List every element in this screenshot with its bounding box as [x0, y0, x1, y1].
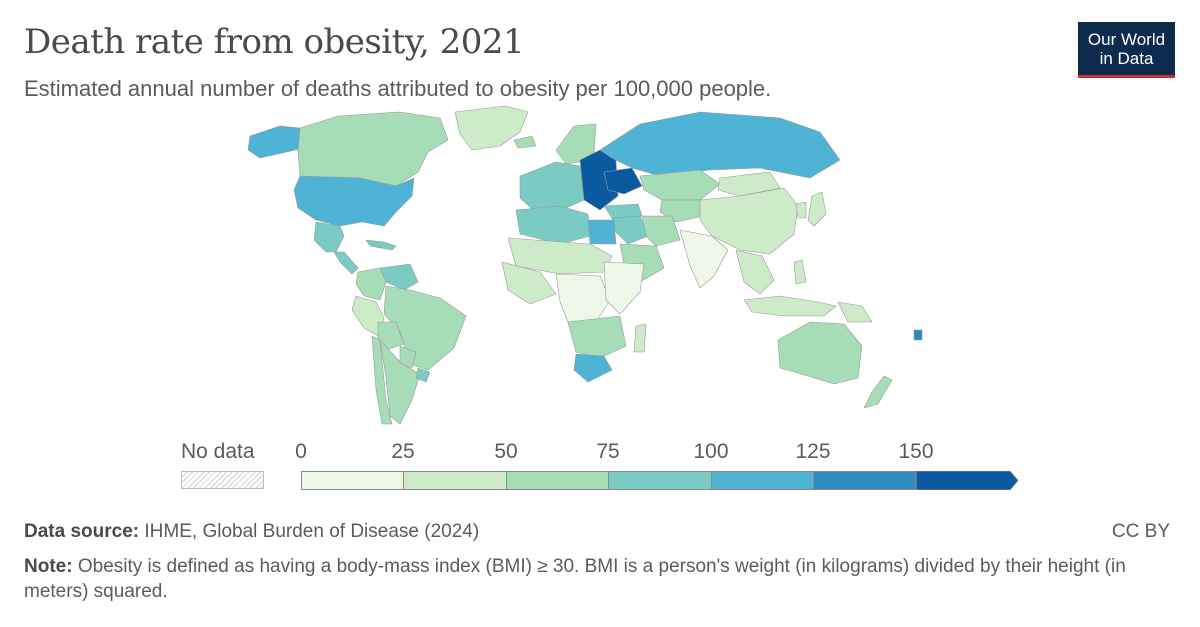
legend-tick-150: 150: [898, 440, 934, 463]
license-link[interactable]: CC BY: [1111, 521, 1170, 542]
world-map: [247, 105, 923, 425]
region-turkey[interactable]: [603, 203, 643, 219]
region-south-africa[interactable]: [573, 353, 613, 383]
region-middle-east[interactable]: [611, 215, 649, 245]
region-madagascar[interactable]: [633, 323, 647, 353]
legend-bin-125-150[interactable]: [813, 471, 916, 490]
region-mexico[interactable]: [313, 221, 345, 253]
region-caribbean[interactable]: [365, 239, 397, 251]
legend-no-data-swatch[interactable]: [181, 471, 264, 489]
legend-tick-25: 25: [391, 440, 415, 463]
region-greenland[interactable]: [454, 105, 529, 151]
region-west-africa[interactable]: [501, 261, 557, 305]
region-uruguay[interactable]: [415, 367, 431, 383]
legend-tick-100: 100: [693, 440, 729, 463]
region-japan[interactable]: [807, 191, 827, 227]
legend-tick-50: 50: [494, 440, 518, 463]
region-russia[interactable]: [599, 111, 841, 179]
legend-no-data-label: No data: [181, 440, 255, 463]
region-east-africa[interactable]: [603, 261, 645, 315]
legend-bin-50-75[interactable]: [506, 471, 608, 490]
data-source: Data source: IHME, Global Burden of Dise…: [24, 521, 479, 543]
legend-tick-0: 0: [295, 440, 307, 463]
region-iran[interactable]: [641, 215, 681, 247]
region-central-america[interactable]: [333, 251, 359, 275]
region-southern-africa[interactable]: [567, 315, 627, 359]
region-ukraine[interactable]: [603, 167, 643, 195]
legend-tick-75: 75: [596, 440, 620, 463]
region-western-europe[interactable]: [519, 161, 585, 213]
data-source-text[interactable]: IHME, Global Burden of Disease (2024): [144, 521, 480, 542]
logo-line-2: in Data: [1099, 49, 1154, 68]
note-label: Note:: [24, 556, 73, 577]
legend-bin-75-100[interactable]: [608, 471, 711, 490]
region-china[interactable]: [699, 187, 799, 255]
legend-bin-25-50[interactable]: [403, 471, 506, 490]
legend-tick-125: 125: [795, 440, 831, 463]
region-alaska[interactable]: [247, 125, 305, 159]
legend-bin-100-125[interactable]: [711, 471, 813, 490]
region-new-zealand[interactable]: [863, 375, 893, 409]
region-indonesia[interactable]: [743, 295, 837, 317]
region-paraguay[interactable]: [399, 345, 417, 369]
region-kazakhstan[interactable]: [639, 169, 721, 201]
region-canada[interactable]: [297, 111, 449, 187]
region-korea[interactable]: [795, 201, 807, 219]
region-colombia[interactable]: [355, 267, 387, 301]
region-united-states[interactable]: [293, 175, 415, 227]
region-philippines[interactable]: [793, 259, 807, 285]
region-india[interactable]: [679, 229, 729, 289]
legend-bin-0-25[interactable]: [301, 471, 403, 490]
region-mongolia[interactable]: [717, 171, 781, 197]
legend-bin-150-plus[interactable]: [916, 471, 1020, 490]
region-papua-new-guinea[interactable]: [837, 301, 873, 323]
region-southeast-asia[interactable]: [735, 249, 775, 295]
region-egypt[interactable]: [587, 219, 617, 245]
region-iceland[interactable]: [513, 135, 537, 149]
chart-subtitle: Estimated annual number of deaths attrib…: [24, 76, 772, 101]
region-bolivia[interactable]: [377, 321, 405, 351]
region-australia[interactable]: [777, 321, 863, 385]
region-north-africa[interactable]: [515, 205, 591, 245]
region-central-africa[interactable]: [555, 273, 611, 323]
footnote: Note: Obesity is defined as having a bod…: [24, 554, 1164, 604]
owid-logo[interactable]: Our World in Data: [1078, 22, 1175, 78]
note-text: Obesity is defined as having a body-mass…: [24, 556, 1126, 602]
data-source-label: Data source:: [24, 521, 140, 542]
logo-line-1: Our World: [1087, 30, 1166, 49]
region-pacific-islands[interactable]: [913, 329, 923, 341]
region-arabian-peninsula[interactable]: [619, 243, 665, 283]
chart-title: Death rate from obesity, 2021: [24, 22, 525, 62]
region-argentina[interactable]: [379, 339, 421, 425]
